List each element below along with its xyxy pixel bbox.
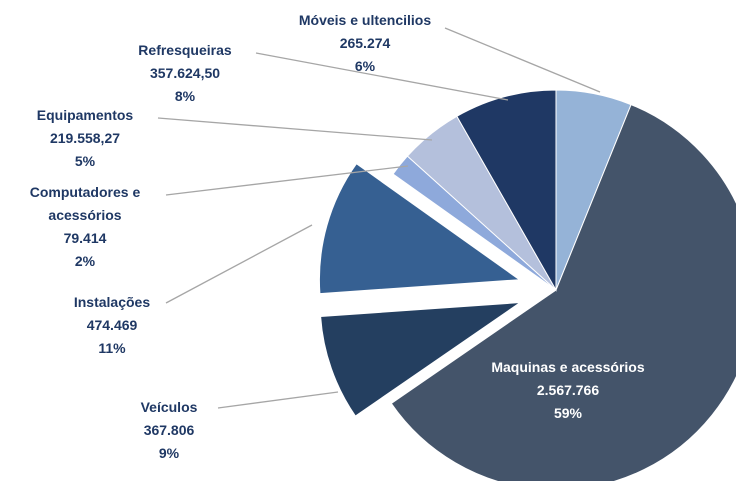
pie-slice (320, 301, 522, 417)
leader-line (255, 52, 509, 101)
slice-percent: 59% (553, 405, 583, 421)
slice-value: 79.414 (63, 230, 107, 246)
slice-percent: 9% (158, 445, 180, 461)
slice-percent: 2% (74, 253, 96, 269)
slice-label: Veículos 367.806 9% (141, 396, 198, 465)
slice-value: 265.274 (339, 35, 391, 51)
slice-value: 357.624,50 (149, 65, 221, 81)
leader-line (165, 165, 409, 196)
slice-percent: 5% (74, 153, 96, 169)
slice-name: Refresqueiras (138, 42, 232, 58)
slice-value: 367.806 (143, 422, 195, 438)
pie-slice (318, 163, 521, 295)
pie-slice (390, 103, 736, 481)
slice-percent: 8% (174, 88, 196, 104)
leader-line (217, 391, 339, 409)
slice-label: Refresqueiras 357.624,50 8% (138, 39, 231, 108)
slice-percent: 11% (98, 340, 126, 356)
slice-name: Maquinas e acessórios (491, 359, 645, 375)
leader-line (165, 224, 313, 304)
slice-label: Maquinas e acessórios 2.567.766 59% (491, 356, 644, 425)
slice-value: 2.567.766 (536, 382, 600, 398)
slice-label: Instalações 474.469 11% (74, 291, 150, 360)
slice-name: Instalações (73, 294, 151, 310)
slice-name: Equipamentos (36, 107, 134, 123)
slice-label: Móveis e ultencilios 265.274 6% (299, 9, 431, 78)
slice-percent: 6% (354, 58, 376, 74)
slice-label: Equipamentos 219.558,27 5% (37, 104, 133, 173)
leader-line (444, 27, 601, 93)
slice-value: 474.469 (86, 317, 138, 333)
pie-slice (456, 89, 557, 292)
slice-name: Veículos (140, 399, 198, 415)
slice-name: Computadores e acessórios (29, 184, 141, 223)
leader-line (157, 117, 433, 141)
slice-name: Móveis e ultencilios (298, 12, 432, 28)
slice-value: 219.558,27 (49, 130, 121, 146)
slice-label: Computadores e acessórios 79.414 2% (10, 181, 160, 273)
